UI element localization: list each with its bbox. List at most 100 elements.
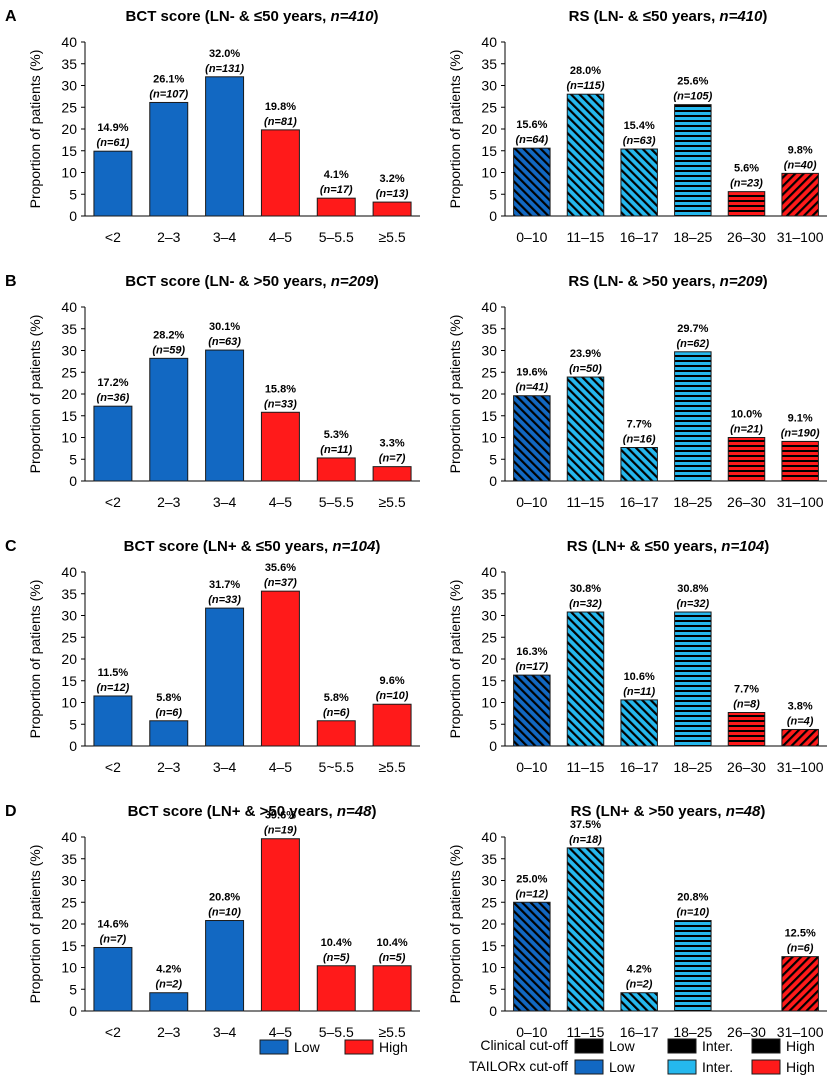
bar-2: [149, 357, 189, 482]
y-tick-label: 40: [61, 34, 77, 50]
x-tick-label: <2: [105, 759, 121, 775]
bar-pct-label: 9.6%: [380, 675, 405, 687]
y-tick-label: 40: [61, 829, 77, 845]
bar-n-label: (n=107): [149, 88, 188, 100]
y-tick-label: 35: [481, 851, 497, 867]
bar-2: [566, 611, 605, 747]
bar-pct-label: 19.6%: [516, 367, 547, 379]
bar-n-label: (n=190): [781, 427, 820, 439]
bar-pct-label: 5.8%: [324, 692, 349, 704]
bar-6: [781, 172, 819, 217]
y-tick-label: 10: [481, 430, 497, 446]
chart-2-left: B BCT score (LN- & >50 years, n=209) Propo…: [5, 273, 420, 510]
x-tick-label: 3–4: [213, 759, 237, 775]
chart-1-left: A BCT score (LN- & ≤50 years, n=410) Propo…: [5, 8, 420, 245]
bar-n-label: (n=8): [733, 699, 760, 711]
y-axis-label: Proportion of patients (%): [447, 315, 463, 474]
y-tick-label: 15: [61, 938, 77, 954]
legend-swatch-low: [259, 1039, 289, 1055]
y-tick-label: 25: [61, 894, 77, 910]
bar-3: [205, 349, 245, 482]
bar-4: [260, 838, 300, 1012]
x-tick-label: 2–3: [157, 229, 181, 245]
bar-1: [93, 150, 133, 217]
x-tick-label: <2: [105, 494, 121, 510]
bar-2: [566, 376, 605, 482]
bar-n-label: (n=23): [730, 178, 763, 190]
bar-n-label: (n=21): [730, 424, 763, 436]
x-tick-label: 5~5.5: [319, 759, 355, 775]
legend-clinical-label: Inter.: [702, 1038, 733, 1054]
y-tick-label: 10: [61, 695, 77, 711]
y-tick-label: 0: [489, 1003, 497, 1019]
x-tick-label: 31–100: [777, 229, 824, 245]
bar-6: [372, 201, 412, 217]
y-tick-label: 20: [481, 651, 497, 667]
y-axis-label: Proportion of patients (%): [27, 50, 43, 209]
bar-pct-label: 35.6%: [265, 562, 296, 574]
x-tick-label: 4–5: [269, 1024, 293, 1040]
x-tick-label: 16–17: [620, 1024, 659, 1040]
x-tick-label: ≥5.5: [379, 1024, 406, 1040]
bar-1: [513, 147, 551, 217]
x-tick-label: 26–30: [727, 1024, 766, 1040]
bar-pct-label: 39.6%: [265, 810, 296, 822]
chart-4-left: D BCT score (LN+ & >50 years, n=48) Propor…: [5, 803, 420, 1040]
y-tick-label: 0: [69, 208, 77, 224]
chart-title: RS (LN- & ≤50 years, n=410): [569, 8, 768, 25]
bar-n-label: (n=17): [515, 661, 548, 673]
legend-clinical-label: Low: [609, 1038, 636, 1054]
x-tick-label: 16–17: [620, 759, 659, 775]
bar-pct-label: 15.4%: [624, 120, 655, 132]
y-tick-label: 5: [69, 981, 77, 997]
bar-n-label: (n=17): [320, 184, 353, 196]
y-tick-label: 5: [489, 451, 497, 467]
bar-n-label: (n=12): [515, 888, 548, 900]
chart-title: RS (LN+ & >50 years, n=48): [571, 803, 766, 820]
x-tick-label: 11–15: [567, 494, 605, 510]
x-tick-label: 31–100: [777, 494, 824, 510]
bar-pct-label: 15.6%: [516, 119, 547, 131]
bar-n-label: (n=33): [208, 594, 241, 606]
legend-row2-label: TAILORx cut-off: [469, 1058, 568, 1074]
y-tick-label: 25: [61, 364, 77, 380]
bar-pct-label: 32.0%: [209, 48, 240, 60]
bar-n-label: (n=105): [673, 91, 712, 103]
bar-n-label: (n=81): [264, 116, 297, 128]
y-tick-label: 35: [61, 321, 77, 337]
legend-tailorx-swatch: [667, 1059, 697, 1075]
bar-1: [93, 695, 133, 747]
bar-n-label: (n=64): [515, 134, 548, 146]
y-tick-label: 10: [481, 695, 497, 711]
y-tick-label: 25: [61, 629, 77, 645]
bar-3: [620, 699, 658, 747]
y-tick-label: 0: [489, 208, 497, 224]
y-tick-label: 15: [481, 408, 497, 424]
y-tick-label: 5: [489, 186, 497, 202]
x-tick-label: 18–25: [673, 1024, 712, 1040]
bar-4: [260, 129, 300, 217]
bar-n-label: (n=7): [379, 453, 406, 465]
bar-4: [674, 351, 712, 482]
bar-1: [513, 395, 551, 482]
bar-pct-label: 23.9%: [570, 348, 601, 360]
chart-3-right: RS (LN+ & ≤50 years, n=104) Proportion of…: [447, 538, 827, 775]
y-tick-label: 10: [481, 165, 497, 181]
bar-n-label: (n=32): [676, 598, 709, 610]
y-tick-label: 30: [481, 873, 497, 889]
x-tick-label: 18–25: [673, 759, 712, 775]
legend-clinical-swatch: [751, 1038, 781, 1054]
y-tick-label: 20: [61, 651, 77, 667]
legend-tailorx-swatch: [751, 1059, 781, 1075]
bar-6: [781, 728, 819, 747]
y-tick-label: 30: [61, 78, 77, 94]
bar-n-label: (n=63): [208, 336, 241, 348]
y-tick-label: 15: [481, 143, 497, 159]
bar-6: [372, 466, 412, 482]
y-tick-label: 0: [69, 473, 77, 489]
y-tick-label: 10: [61, 165, 77, 181]
panel-label: D: [5, 803, 17, 820]
bar-n-label: (n=7): [100, 933, 127, 945]
bar-3: [620, 148, 658, 217]
y-axis-label: Proportion of patients (%): [27, 315, 43, 474]
